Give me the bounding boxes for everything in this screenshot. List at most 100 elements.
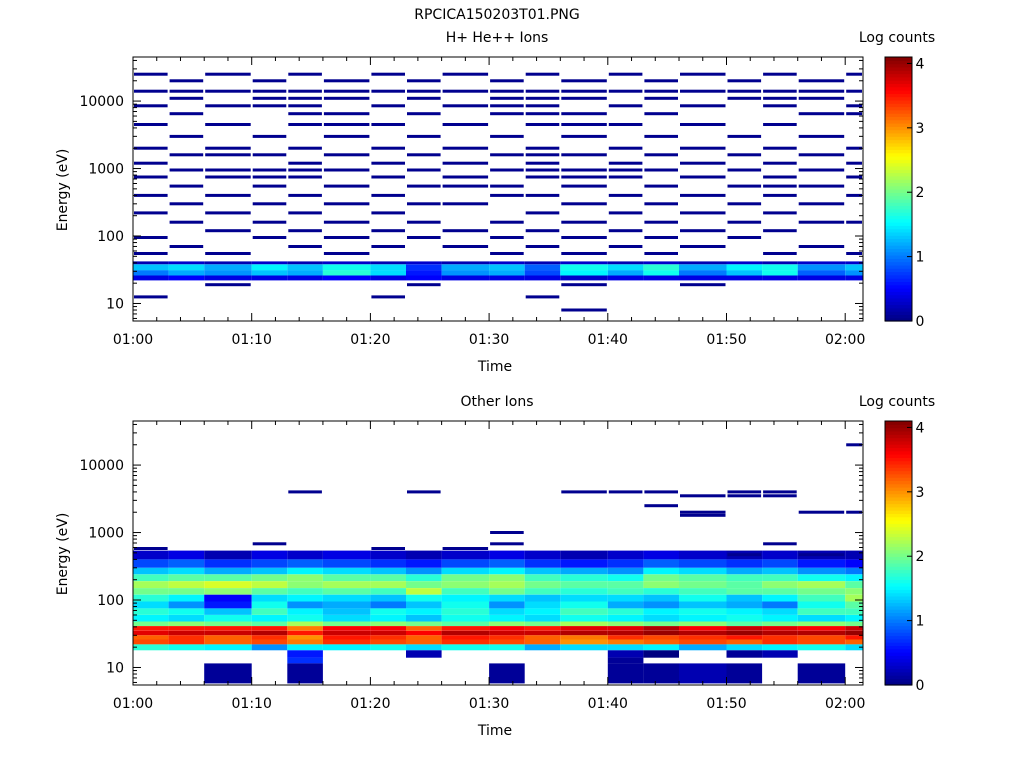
- heatmap-cell: [489, 630, 525, 636]
- heatmap-cell: [490, 236, 524, 239]
- heatmap-cell: [680, 513, 726, 517]
- colorbar-swatch: [885, 671, 912, 676]
- heatmap-cell: [845, 621, 863, 627]
- colorbar-swatch: [885, 632, 912, 637]
- heatmap-cell: [370, 626, 406, 631]
- colorbar-tick-label: 1: [916, 250, 925, 266]
- heatmap-cell: [643, 574, 679, 582]
- heatmap-cell: [371, 161, 405, 165]
- colorbar-swatch: [885, 116, 912, 121]
- heatmap-cell: [168, 594, 205, 602]
- colorbar-swatch: [885, 215, 912, 220]
- y-ticks: 10 100 1000 10000: [79, 423, 863, 683]
- colorbar-swatch: [885, 516, 912, 521]
- heatmap-cell: [322, 621, 371, 627]
- heatmap-cell: [607, 559, 644, 568]
- heatmap-cell: [525, 153, 560, 157]
- heatmap-cell: [644, 184, 678, 188]
- heatmap-cell: [370, 621, 406, 627]
- heatmap-cell: [644, 153, 678, 157]
- colorbar-tick-label: 3: [916, 121, 925, 137]
- heatmap-cell: [441, 270, 490, 276]
- heatmap-cell: [287, 635, 323, 640]
- colorbar-swatch: [885, 536, 912, 541]
- heatmap-cell: [560, 559, 608, 568]
- heatmap-cell: [251, 594, 288, 602]
- heatmap-cell: [134, 252, 168, 255]
- heatmap-cell: [252, 236, 287, 239]
- heatmap-cell: [524, 559, 561, 568]
- heatmap-cell: [287, 626, 323, 631]
- heatmap-cell: [371, 175, 405, 179]
- heatmap-cell: [560, 261, 608, 265]
- colorbar-swatch: [885, 274, 912, 279]
- heatmap-cell: [524, 264, 561, 271]
- heatmap-cell: [643, 270, 679, 276]
- heatmap-cell: [205, 168, 251, 172]
- heatmap-cell: [797, 626, 846, 631]
- colorbar-swatch: [885, 655, 912, 660]
- colorbar-swatch: [885, 248, 912, 253]
- heatmap-cell: [322, 635, 371, 640]
- heatmap-cell: [204, 574, 252, 582]
- colorbar-swatch: [885, 493, 912, 498]
- heatmap-cell: [726, 261, 763, 265]
- colorbar-swatch: [885, 553, 912, 557]
- heatmap-cell: [679, 601, 727, 609]
- heatmap-cell: [726, 594, 763, 602]
- heatmap-cell: [133, 601, 169, 609]
- heatmap-cell: [322, 264, 371, 271]
- heatmap-cell: [490, 89, 524, 93]
- heatmap-cell: [763, 184, 797, 188]
- heatmap-cell: [524, 601, 561, 609]
- heatmap-cell: [524, 644, 561, 651]
- heatmap-cell: [525, 161, 560, 165]
- heatmap-cell: [407, 220, 441, 224]
- y-tick-label: 1000: [88, 162, 124, 178]
- heatmap-cell: [680, 510, 726, 514]
- heatmap-cell: [441, 574, 490, 582]
- heatmap-cell: [370, 550, 406, 560]
- heatmap-cell: [251, 270, 288, 276]
- colorbar-swatch: [885, 238, 912, 243]
- colorbar-swatch: [885, 496, 912, 501]
- heatmap-cell: [134, 104, 168, 108]
- heatmap-cell: [763, 193, 797, 197]
- heatmap-cell: [845, 630, 863, 636]
- heatmap-cell: [763, 146, 797, 150]
- heatmap-cell: [490, 220, 524, 224]
- heatmap-cell: [204, 630, 252, 636]
- heatmap-cell: [561, 134, 607, 138]
- heatmap-cell: [287, 630, 323, 636]
- heatmap-cell: [323, 134, 370, 138]
- heatmap-cell: [679, 270, 727, 276]
- heatmap-cell: [560, 621, 608, 627]
- heatmap-cell: [762, 261, 798, 265]
- heatmap-cell: [204, 581, 252, 589]
- heatmap-cell: [441, 601, 490, 609]
- heatmap-cell: [287, 639, 323, 645]
- heatmap-cell: [524, 261, 561, 265]
- colorbar-swatch: [885, 454, 912, 458]
- heatmap-cell: [679, 626, 727, 631]
- heatmap-cell: [608, 175, 643, 179]
- colorbar-swatch: [885, 559, 912, 564]
- heatmap-cell: [322, 601, 371, 609]
- heatmap-cell: [205, 211, 251, 215]
- heatmap-cell: [169, 96, 204, 100]
- heatmap-cell: [168, 635, 205, 640]
- heatmap-cell: [726, 674, 763, 684]
- heatmap-cell: [370, 581, 406, 589]
- heatmap-cell: [133, 550, 169, 560]
- colorbar-swatch: [885, 529, 912, 534]
- heatmap-cell: [762, 639, 798, 645]
- colorbar-swatch: [885, 523, 912, 528]
- heatmap-cell: [845, 264, 863, 271]
- heatmap-cell: [322, 639, 371, 645]
- colorbar-swatch: [885, 450, 912, 455]
- heatmap-cell: [797, 615, 846, 622]
- heatmap-cell: [205, 175, 251, 179]
- heatmap-cell: [798, 79, 845, 83]
- heatmap-cell: [205, 283, 251, 287]
- heatmap-cell: [763, 175, 797, 179]
